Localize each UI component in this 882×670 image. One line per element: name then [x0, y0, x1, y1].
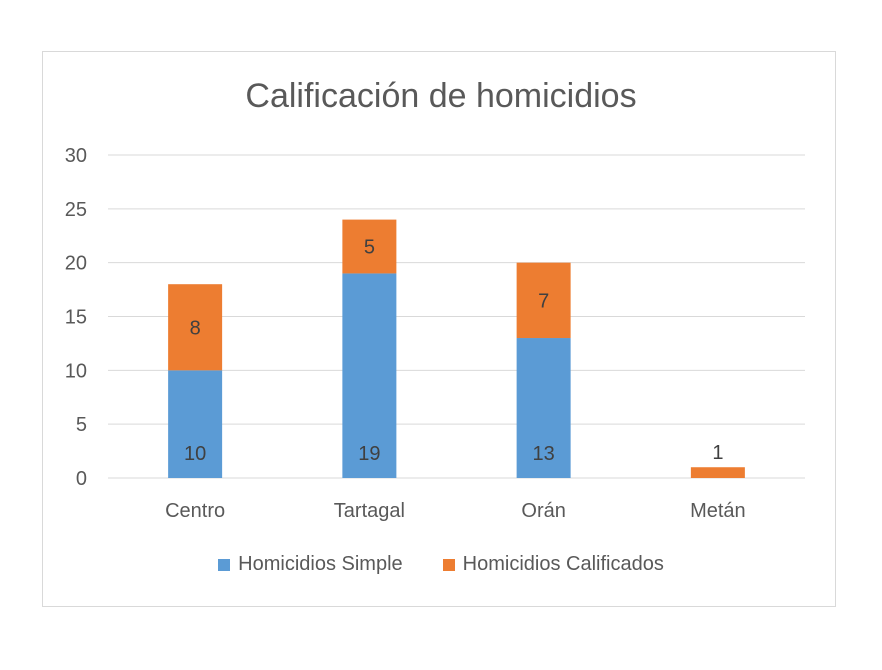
data-label: 1: [712, 442, 723, 464]
legend-item-calificados: Homicidios Calificados: [442, 553, 664, 576]
data-label: 8: [190, 317, 201, 339]
bar-segment: [342, 273, 397, 478]
x-tick-label: Centro: [165, 500, 225, 522]
legend-label-simple: Homicidios Simple: [238, 553, 403, 575]
y-tick-label: 20: [65, 253, 87, 275]
bar-segment: [516, 262, 571, 339]
y-tick-label: 15: [65, 307, 87, 329]
bar-segment: [342, 219, 397, 274]
x-tick-label: Orán: [521, 500, 565, 522]
legend-swatch-calificados: [442, 558, 455, 571]
legend-label-calificados: Homicidios Calificados: [462, 553, 664, 575]
y-tick-label: 30: [65, 145, 87, 167]
bar-segment: [168, 370, 223, 478]
y-tick-label: 5: [76, 414, 87, 436]
legend-swatch-simple: [218, 558, 231, 571]
x-tick-label: Tartagal: [334, 500, 405, 522]
bar-segment: [516, 338, 571, 478]
chart-legend: Homicidios Simple Homicidios Calificados: [0, 553, 882, 576]
y-tick-label: 0: [76, 468, 87, 490]
bar-segment: [168, 284, 223, 371]
y-tick-label: 25: [65, 199, 87, 221]
data-label: 7: [538, 290, 549, 312]
x-tick-label: Metán: [690, 500, 746, 522]
data-label: 10: [184, 443, 206, 465]
chart-title: Calificación de homicidios: [245, 77, 637, 115]
data-label: 5: [364, 237, 375, 259]
data-label: 13: [533, 443, 555, 465]
y-tick-label: 10: [65, 360, 87, 382]
legend-item-simple: Homicidios Simple: [218, 553, 403, 576]
data-label: 19: [358, 443, 380, 465]
bar-segment: [690, 467, 745, 478]
